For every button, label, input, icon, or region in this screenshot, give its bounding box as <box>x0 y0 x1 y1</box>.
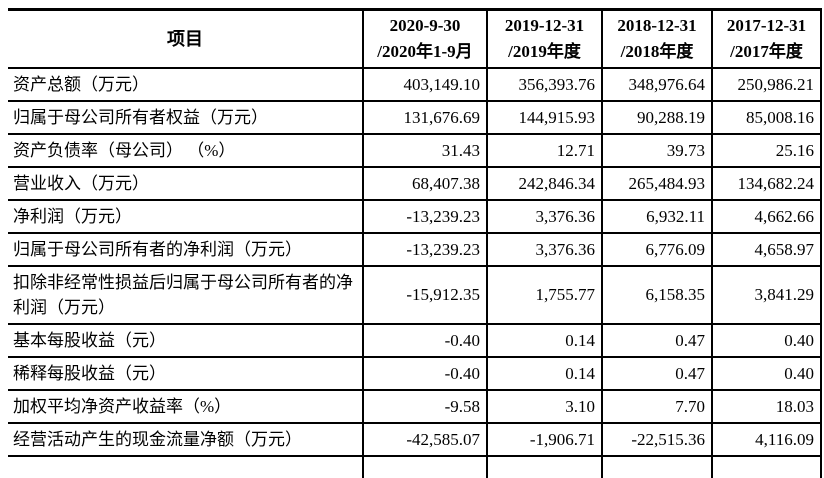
cell-value: 12.71 <box>486 133 603 168</box>
cell-value: 85,008.16 <box>711 100 822 135</box>
cell-value <box>711 455 822 478</box>
header-period-2019-range: /2019年度 <box>508 42 581 61</box>
row-label: 归属于母公司所有者的净利润（万元） <box>8 232 364 267</box>
row-label <box>8 455 364 478</box>
cell-value: -9.58 <box>362 389 488 424</box>
table-row: 归属于母公司所有者权益（万元） 131,676.69 144,915.93 90… <box>8 100 822 135</box>
header-period-2018-range: /2018年度 <box>620 42 694 61</box>
table-continuation <box>8 455 822 478</box>
financial-summary-table: 项目 2020-9-30 /2020年1-9月 2019-12-31 /2019… <box>8 8 822 478</box>
header-period-2019-date: 2019-12-31 <box>504 16 585 35</box>
row-label: 资产总额（万元） <box>8 67 364 102</box>
row-label: 归属于母公司所有者权益（万元） <box>8 100 364 135</box>
cell-value: 3.10 <box>486 389 603 424</box>
cell-value <box>486 455 603 478</box>
table-row: 稀释每股收益（元） -0.40 0.14 0.47 0.40 <box>8 356 822 391</box>
cell-value: 3,841.29 <box>711 265 822 325</box>
cell-value: -1,906.71 <box>486 422 603 457</box>
cell-value: 1,755.77 <box>486 265 603 325</box>
cell-value: 0.47 <box>601 356 713 391</box>
row-label: 资产负债率（母公司） （%） <box>8 133 364 168</box>
row-label: 经营活动产生的现金流量净额（万元） <box>8 422 364 457</box>
header-item: 项目 <box>8 8 364 69</box>
header-period-2019: 2019-12-31 /2019年度 <box>486 8 603 69</box>
cell-value: 0.40 <box>711 356 822 391</box>
cell-value: 90,288.19 <box>601 100 713 135</box>
cell-value: 6,776.09 <box>601 232 713 267</box>
cell-value: -0.40 <box>362 323 488 358</box>
cell-value: -13,239.23 <box>362 232 488 267</box>
header-period-2017-date: 2017-12-31 <box>726 16 807 35</box>
cell-value: 3,376.36 <box>486 232 603 267</box>
cell-value: 3,376.36 <box>486 199 603 234</box>
cell-value: 25.16 <box>711 133 822 168</box>
table-row: 资产总额（万元） 403,149.10 356,393.76 348,976.6… <box>8 67 822 102</box>
cell-value: 242,846.34 <box>486 166 603 201</box>
cell-value: 0.47 <box>601 323 713 358</box>
row-label: 扣除非经常性损益后归属于母公司所有者的净利润（万元） <box>8 265 364 325</box>
cell-value: 4,116.09 <box>711 422 822 457</box>
cell-value: 0.14 <box>486 323 603 358</box>
row-label: 净利润（万元） <box>8 199 364 234</box>
cell-value: 68,407.38 <box>362 166 488 201</box>
header-period-2020-date: 2020-9-30 <box>389 16 461 35</box>
cell-value <box>362 455 488 478</box>
table-body: 资产总额（万元） 403,149.10 356,393.76 348,976.6… <box>8 67 822 457</box>
header-period-2018-date: 2018-12-31 <box>617 16 697 35</box>
header-period-2017-range: /2017年度 <box>730 42 803 61</box>
cell-value: 6,158.35 <box>601 265 713 325</box>
cell-value: 144,915.93 <box>486 100 603 135</box>
row-label: 稀释每股收益（元） <box>8 356 364 391</box>
row-label: 营业收入（万元） <box>8 166 364 201</box>
header-row: 项目 2020-9-30 /2020年1-9月 2019-12-31 /2019… <box>8 8 822 69</box>
header-period-2020-range: /2020年1-9月 <box>377 42 473 61</box>
table-row: 加权平均净资产收益率（%） -9.58 3.10 7.70 18.03 <box>8 389 822 424</box>
cell-value: 4,662.66 <box>711 199 822 234</box>
cell-value: 4,658.97 <box>711 232 822 267</box>
cell-value: 403,149.10 <box>362 67 488 102</box>
cell-value: 39.73 <box>601 133 713 168</box>
cell-value: -13,239.23 <box>362 199 488 234</box>
cell-value: -22,515.36 <box>601 422 713 457</box>
cell-value: -42,585.07 <box>362 422 488 457</box>
cell-value: 7.70 <box>601 389 713 424</box>
cell-value: 348,976.64 <box>601 67 713 102</box>
table-row: 扣除非经常性损益后归属于母公司所有者的净利润（万元） -15,912.35 1,… <box>8 265 822 325</box>
cell-value: 31.43 <box>362 133 488 168</box>
header-period-2018: 2018-12-31 /2018年度 <box>601 8 713 69</box>
cell-value: 18.03 <box>711 389 822 424</box>
table-row: 资产负债率（母公司） （%） 31.43 12.71 39.73 25.16 <box>8 133 822 168</box>
cell-value: -0.40 <box>362 356 488 391</box>
cell-value: 265,484.93 <box>601 166 713 201</box>
cell-value: 134,682.24 <box>711 166 822 201</box>
cell-value: 0.14 <box>486 356 603 391</box>
row-label: 基本每股收益（元） <box>8 323 364 358</box>
cell-value: 131,676.69 <box>362 100 488 135</box>
header-period-2020: 2020-9-30 /2020年1-9月 <box>362 8 488 69</box>
table-row-partial <box>8 455 822 478</box>
table-row: 营业收入（万元） 68,407.38 242,846.34 265,484.93… <box>8 166 822 201</box>
table-header: 项目 2020-9-30 /2020年1-9月 2019-12-31 /2019… <box>8 8 822 69</box>
cell-value: 250,986.21 <box>711 67 822 102</box>
cell-value: 356,393.76 <box>486 67 603 102</box>
cell-value: 6,932.11 <box>601 199 713 234</box>
table-row: 经营活动产生的现金流量净额（万元） -42,585.07 -1,906.71 -… <box>8 422 822 457</box>
cell-value: -15,912.35 <box>362 265 488 325</box>
cell-value: 0.40 <box>711 323 822 358</box>
row-label: 加权平均净资产收益率（%） <box>8 389 364 424</box>
table-row: 基本每股收益（元） -0.40 0.14 0.47 0.40 <box>8 323 822 358</box>
table-row: 净利润（万元） -13,239.23 3,376.36 6,932.11 4,6… <box>8 199 822 234</box>
table-row: 归属于母公司所有者的净利润（万元） -13,239.23 3,376.36 6,… <box>8 232 822 267</box>
header-period-2017: 2017-12-31 /2017年度 <box>711 8 822 69</box>
cell-value <box>601 455 713 478</box>
